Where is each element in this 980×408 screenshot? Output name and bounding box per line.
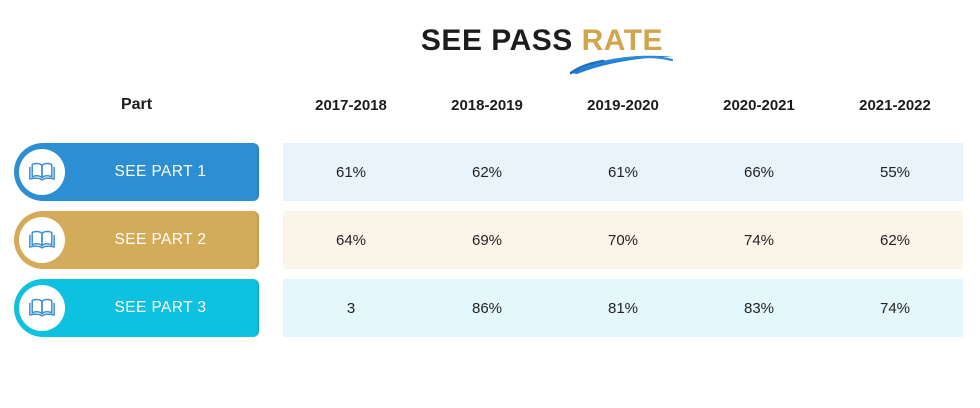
swoosh-underline-icon <box>569 55 674 75</box>
row-label-pill-see-part-3: SEE PART 3 <box>14 279 259 337</box>
book-icon-badge <box>19 149 65 195</box>
data-cell: 86% <box>471 299 503 317</box>
row-label: SEE PART 2 <box>114 231 207 248</box>
column-header-year-2: 2018-2019 <box>451 97 523 114</box>
column-header-year-1: 2017-2018 <box>315 97 387 114</box>
row-label: SEE PART 3 <box>114 299 207 316</box>
open-book-icon <box>29 162 55 181</box>
data-cell: 74% <box>879 299 911 317</box>
page-title-main: SEE PASS <box>420 24 573 57</box>
column-header-year-5: 2021-2022 <box>859 97 931 114</box>
page-title-accent: RATE <box>581 24 664 57</box>
row-label: SEE PART 1 <box>114 163 207 180</box>
data-cell: 61% <box>335 163 367 181</box>
data-cell: 66% <box>743 163 775 181</box>
data-cell: 61% <box>607 163 639 181</box>
data-cell: 70% <box>607 231 639 249</box>
page-title: SEE PASS RATE <box>104 24 980 58</box>
data-cell: 83% <box>743 299 775 317</box>
data-cell: 3 <box>346 299 356 317</box>
open-book-icon <box>29 298 55 317</box>
book-icon-badge <box>19 217 65 263</box>
column-header-year-4: 2020-2021 <box>723 97 795 114</box>
data-cell: 55% <box>879 163 911 181</box>
column-header-part: Part <box>120 96 153 113</box>
book-icon-badge <box>19 285 65 331</box>
data-cell: 62% <box>471 163 503 181</box>
row-label-pill-see-part-2: SEE PART 2 <box>14 211 259 269</box>
row-label-pill-see-part-1: SEE PART 1 <box>14 143 259 201</box>
data-cell: 69% <box>471 231 503 249</box>
data-cell: 62% <box>879 231 911 249</box>
data-strip: 64% 69% 70% 74% 62% <box>283 211 963 269</box>
data-cell: 81% <box>607 299 639 317</box>
data-cell: 64% <box>335 231 367 249</box>
table-row: SEE PART 1 61% 62% 61% 66% 55% <box>0 143 980 201</box>
table-row: SEE PART 2 64% 69% 70% 74% 62% <box>0 211 980 269</box>
table-row: SEE PART 3 3 86% 81% 83% 74% <box>0 279 980 337</box>
column-header-year-3: 2019-2020 <box>587 97 659 114</box>
data-cell: 74% <box>743 231 775 249</box>
year-header-row: 2017-2018 2018-2019 2019-2020 2020-2021 … <box>283 97 963 114</box>
data-strip: 3 86% 81% 83% 74% <box>283 279 963 337</box>
data-strip: 61% 62% 61% 66% 55% <box>283 143 963 201</box>
open-book-icon <box>29 230 55 249</box>
